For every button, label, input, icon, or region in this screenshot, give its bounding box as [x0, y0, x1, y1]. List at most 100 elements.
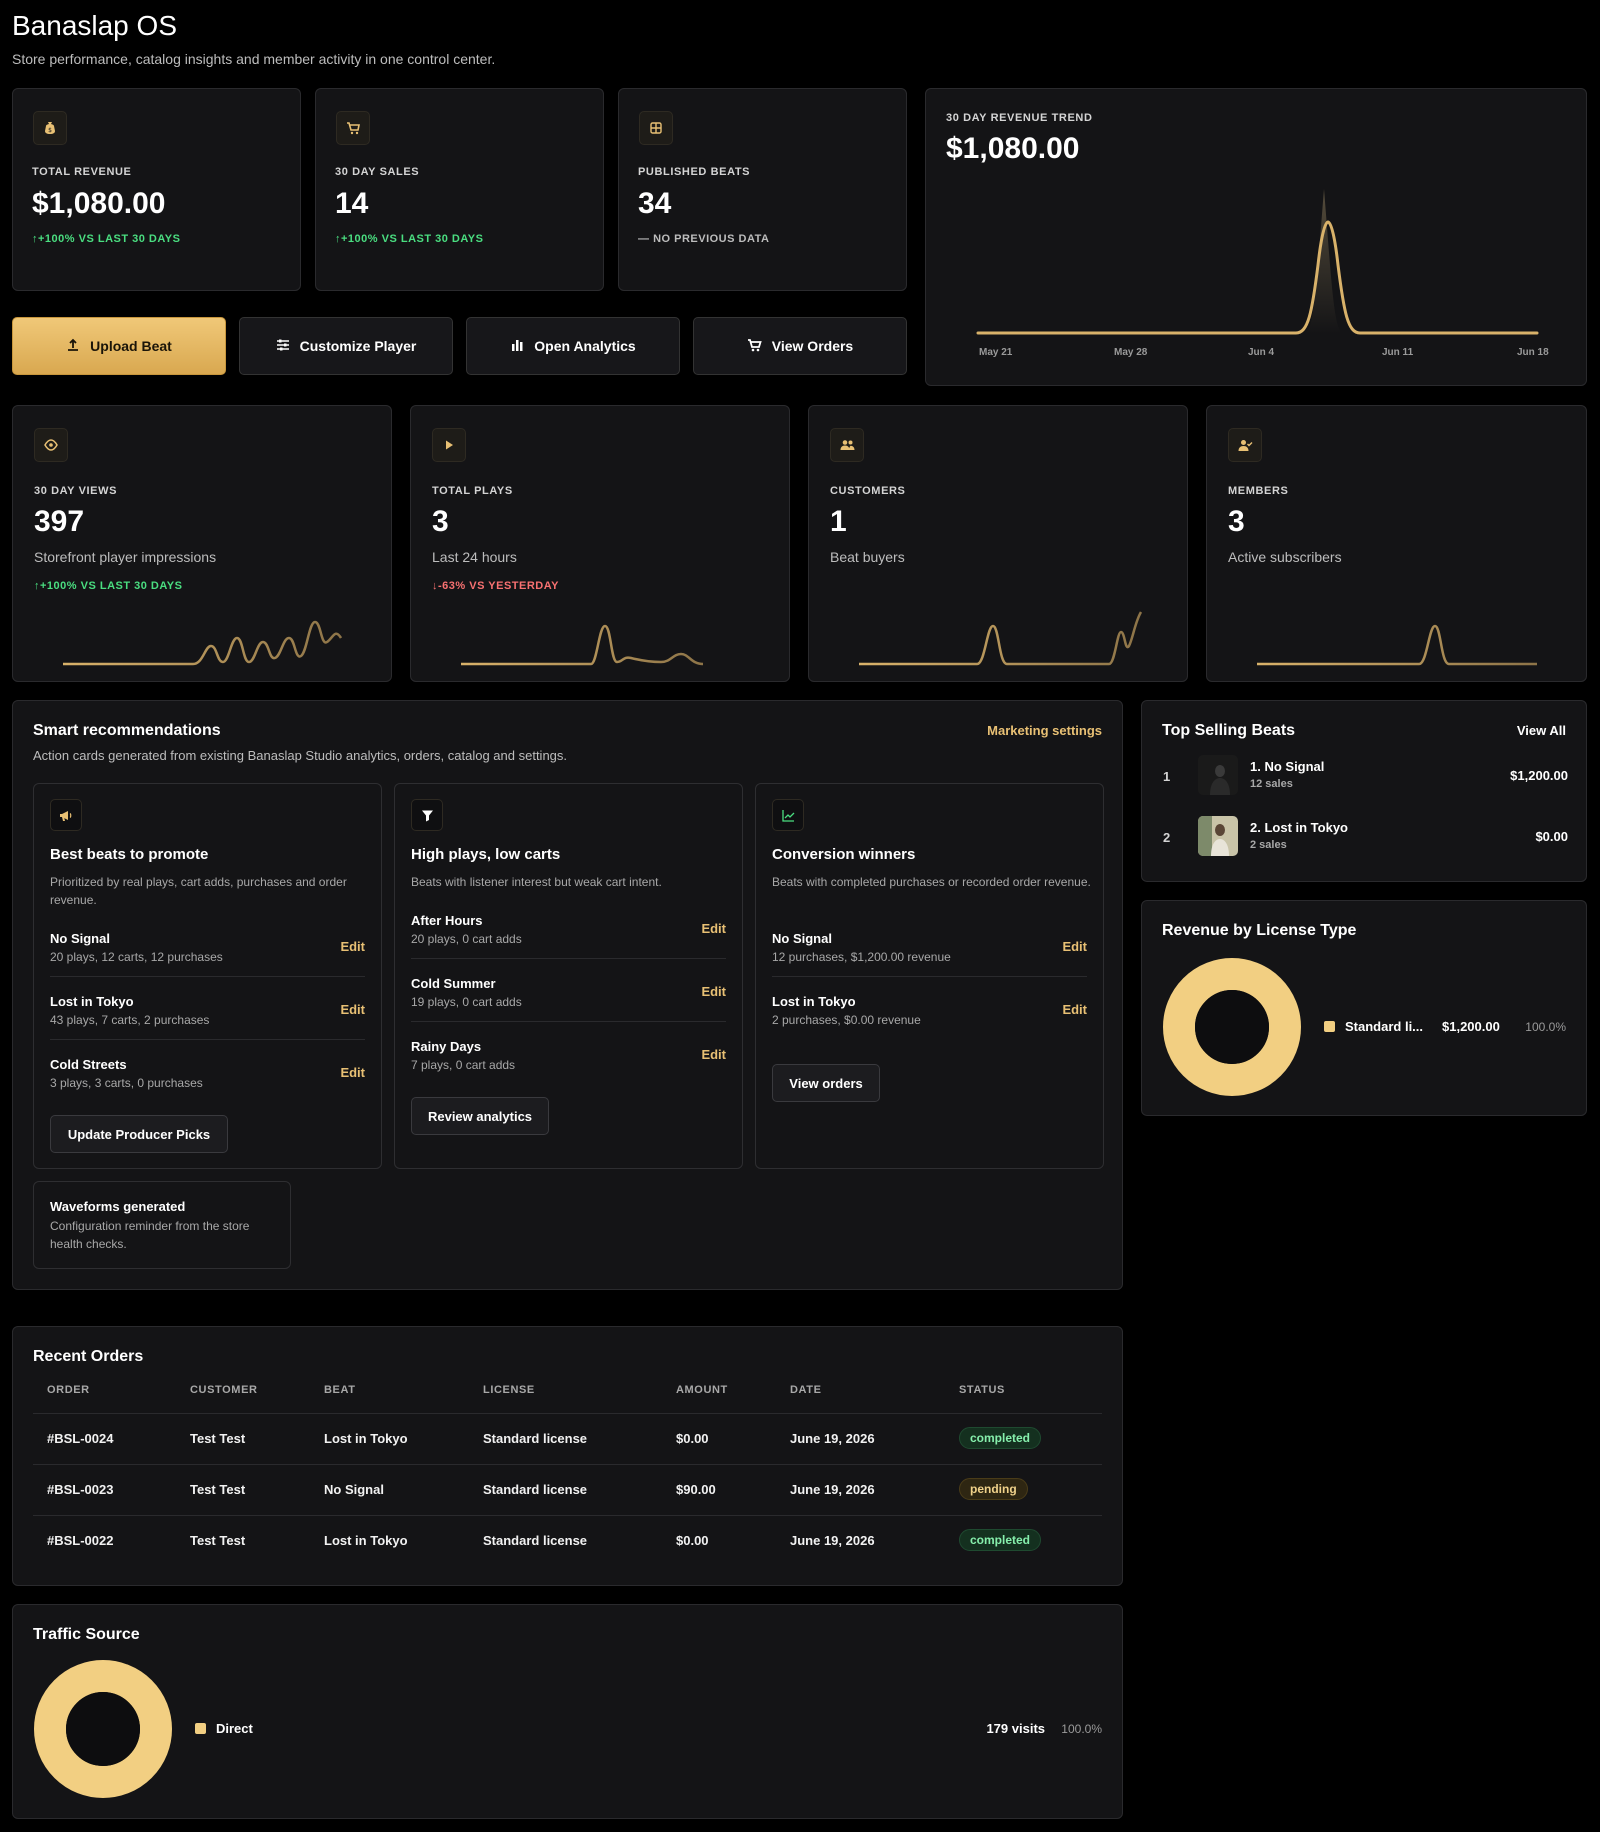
x-tick: May 21: [979, 347, 1013, 358]
stat-card-total-revenue: $ TOTAL REVENUE $1,080.00 ↑+100% VS LAST…: [12, 88, 301, 291]
customize-player-button[interactable]: Customize Player: [239, 317, 453, 375]
rec-item-name: Cold Summer: [411, 976, 496, 991]
stat-label: PUBLISHED BEATS: [638, 166, 751, 178]
notice-desc: Configuration reminder from the store he…: [50, 1219, 250, 1251]
rec-item-name: Cold Streets: [50, 1057, 127, 1072]
stat-value: 3: [432, 505, 449, 538]
rec-card-title: High plays, low carts: [411, 846, 561, 863]
revenue-trend-card: 30 DAY REVENUE TREND $1,080.00 May 21 Ma…: [925, 88, 1587, 386]
order-id: #BSL-0024: [47, 1431, 114, 1446]
column-header: LICENSE: [483, 1384, 535, 1396]
stat-value: 3: [1228, 505, 1245, 538]
x-tick: Jun 4: [1248, 347, 1275, 358]
trend-label: 30 DAY REVENUE TREND: [946, 112, 1093, 124]
revenue-trend-chart: [976, 189, 1539, 335]
rec-item-meta: 3 plays, 3 carts, 0 purchases: [50, 1076, 203, 1090]
rec-card-high-plays: High plays, low carts Beats with listene…: [394, 783, 743, 1169]
stat-caption: Active subscribers: [1228, 549, 1342, 565]
view-orders-button[interactable]: View Orders: [693, 317, 907, 375]
rec-card-conversion: Conversion winners Beats with completed …: [755, 783, 1104, 1169]
column-header: STATUS: [959, 1384, 1005, 1396]
x-tick: Jun 11: [1382, 347, 1414, 358]
license-revenue-title: Revenue by License Type: [1162, 922, 1357, 939]
view-all-link[interactable]: View All: [1516, 723, 1566, 738]
divider: [50, 1039, 365, 1040]
beat-sales: 12 sales: [1250, 778, 1293, 790]
views-sparkline: [63, 620, 343, 666]
top-beat-row[interactable]: 1 1. No Signal 12 sales $1,200.00: [1142, 755, 1588, 801]
rank: 2: [1163, 830, 1171, 845]
edit-link[interactable]: Edit: [340, 1065, 365, 1080]
edit-link[interactable]: Edit: [701, 1047, 726, 1062]
beat: Lost in Tokyo: [324, 1431, 408, 1446]
stat-value: 1: [830, 505, 847, 538]
legend-swatch: [1324, 1021, 1335, 1032]
order-id: #BSL-0023: [47, 1482, 114, 1497]
upload-icon: [66, 338, 80, 355]
upload-beat-button[interactable]: Upload Beat: [12, 317, 226, 375]
rec-card-desc: Beats with listener interest but weak ca…: [411, 875, 662, 889]
stat-value: 14: [335, 187, 369, 220]
order-id: #BSL-0022: [47, 1533, 114, 1548]
recent-orders-title: Recent Orders: [33, 1348, 144, 1365]
arrow-up-icon: ↑: [34, 580, 40, 592]
rec-item-meta: 12 purchases, $1,200.00 revenue: [772, 950, 951, 964]
money-bag-icon: $: [33, 111, 67, 145]
legend-swatch: [195, 1723, 206, 1734]
beat-name: 1. No Signal: [1250, 759, 1325, 774]
stat-card-members: MEMBERS 3 Active subscribers: [1206, 405, 1587, 682]
edit-link[interactable]: Edit: [340, 939, 365, 954]
stat-card-30-day-sales: 30 DAY SALES 14 ↑+100% VS LAST 30 DAYS: [315, 88, 604, 291]
top-beat-row[interactable]: 2 2. Lost in Tokyo 2 sales $0.00: [1142, 816, 1588, 862]
dash-icon: —: [638, 233, 654, 245]
edit-link[interactable]: Edit: [340, 1002, 365, 1017]
divider: [411, 1021, 726, 1022]
rec-card-desc: Beats with completed purchases or record…: [772, 875, 1091, 889]
marketing-settings-link[interactable]: Marketing settings: [987, 723, 1102, 738]
view-orders-small-button[interactable]: View orders: [772, 1064, 880, 1102]
status-badge: completed: [959, 1529, 1042, 1551]
date: June 19, 2026: [790, 1431, 875, 1446]
review-analytics-button[interactable]: Review analytics: [411, 1097, 549, 1135]
top-selling-title: Top Selling Beats: [1162, 722, 1296, 739]
play-icon: [432, 428, 466, 462]
edit-link[interactable]: Edit: [1062, 939, 1087, 954]
stat-caption: Last 24 hours: [432, 549, 517, 565]
recent-orders-panel: Recent Orders ORDER CUSTOMER BEAT LICENS…: [12, 1326, 1123, 1586]
rec-item-name: Lost in Tokyo: [772, 994, 856, 1009]
rec-item-meta: 20 plays, 12 carts, 12 purchases: [50, 950, 223, 964]
table-row[interactable]: #BSL-0023 Test Test No Signal Standard l…: [13, 1465, 1124, 1515]
table-row[interactable]: #BSL-0024 Test Test Lost in Tokyo Standa…: [13, 1414, 1124, 1464]
stat-label: 30 DAY SALES: [335, 166, 420, 178]
edit-link[interactable]: Edit: [701, 984, 726, 999]
update-producer-picks-button[interactable]: Update Producer Picks: [50, 1115, 228, 1153]
stat-delta: ↓-63% VS YESTERDAY: [432, 580, 559, 592]
rec-item-name: No Signal: [772, 931, 832, 946]
edit-link[interactable]: Edit: [701, 921, 726, 936]
recommendations-title: Smart recommendations: [33, 722, 221, 739]
rec-item-meta: 7 plays, 0 cart adds: [411, 1058, 516, 1072]
stat-label: TOTAL REVENUE: [32, 166, 132, 178]
amount: $0.00: [676, 1431, 709, 1446]
arrow-down-icon: ↓: [432, 580, 438, 592]
open-analytics-button[interactable]: Open Analytics: [466, 317, 680, 375]
edit-link[interactable]: Edit: [1062, 1002, 1087, 1017]
stat-delta: ↑+100% VS LAST 30 DAYS: [34, 580, 183, 592]
beat: No Signal: [324, 1482, 384, 1497]
legend-percent: 100.0%: [1061, 1722, 1102, 1736]
rec-card-title: Conversion winners: [772, 846, 916, 863]
column-header: AMOUNT: [676, 1384, 728, 1396]
table-row[interactable]: #BSL-0022 Test Test Lost in Tokyo Standa…: [13, 1516, 1124, 1566]
divider: [50, 976, 365, 977]
column-header: BEAT: [324, 1384, 356, 1396]
stat-value: 34: [638, 187, 672, 220]
cart-icon: [747, 338, 762, 355]
recommendations-subtitle: Action cards generated from existing Ban…: [33, 748, 568, 763]
rank: 1: [1163, 769, 1171, 784]
members-sparkline: [1257, 624, 1537, 666]
grid-icon: [639, 111, 673, 145]
stat-label: MEMBERS: [1228, 485, 1289, 497]
trend-value: $1,080.00: [946, 132, 1080, 165]
x-tick: May 28: [1114, 347, 1148, 358]
divider: [33, 1515, 1102, 1516]
